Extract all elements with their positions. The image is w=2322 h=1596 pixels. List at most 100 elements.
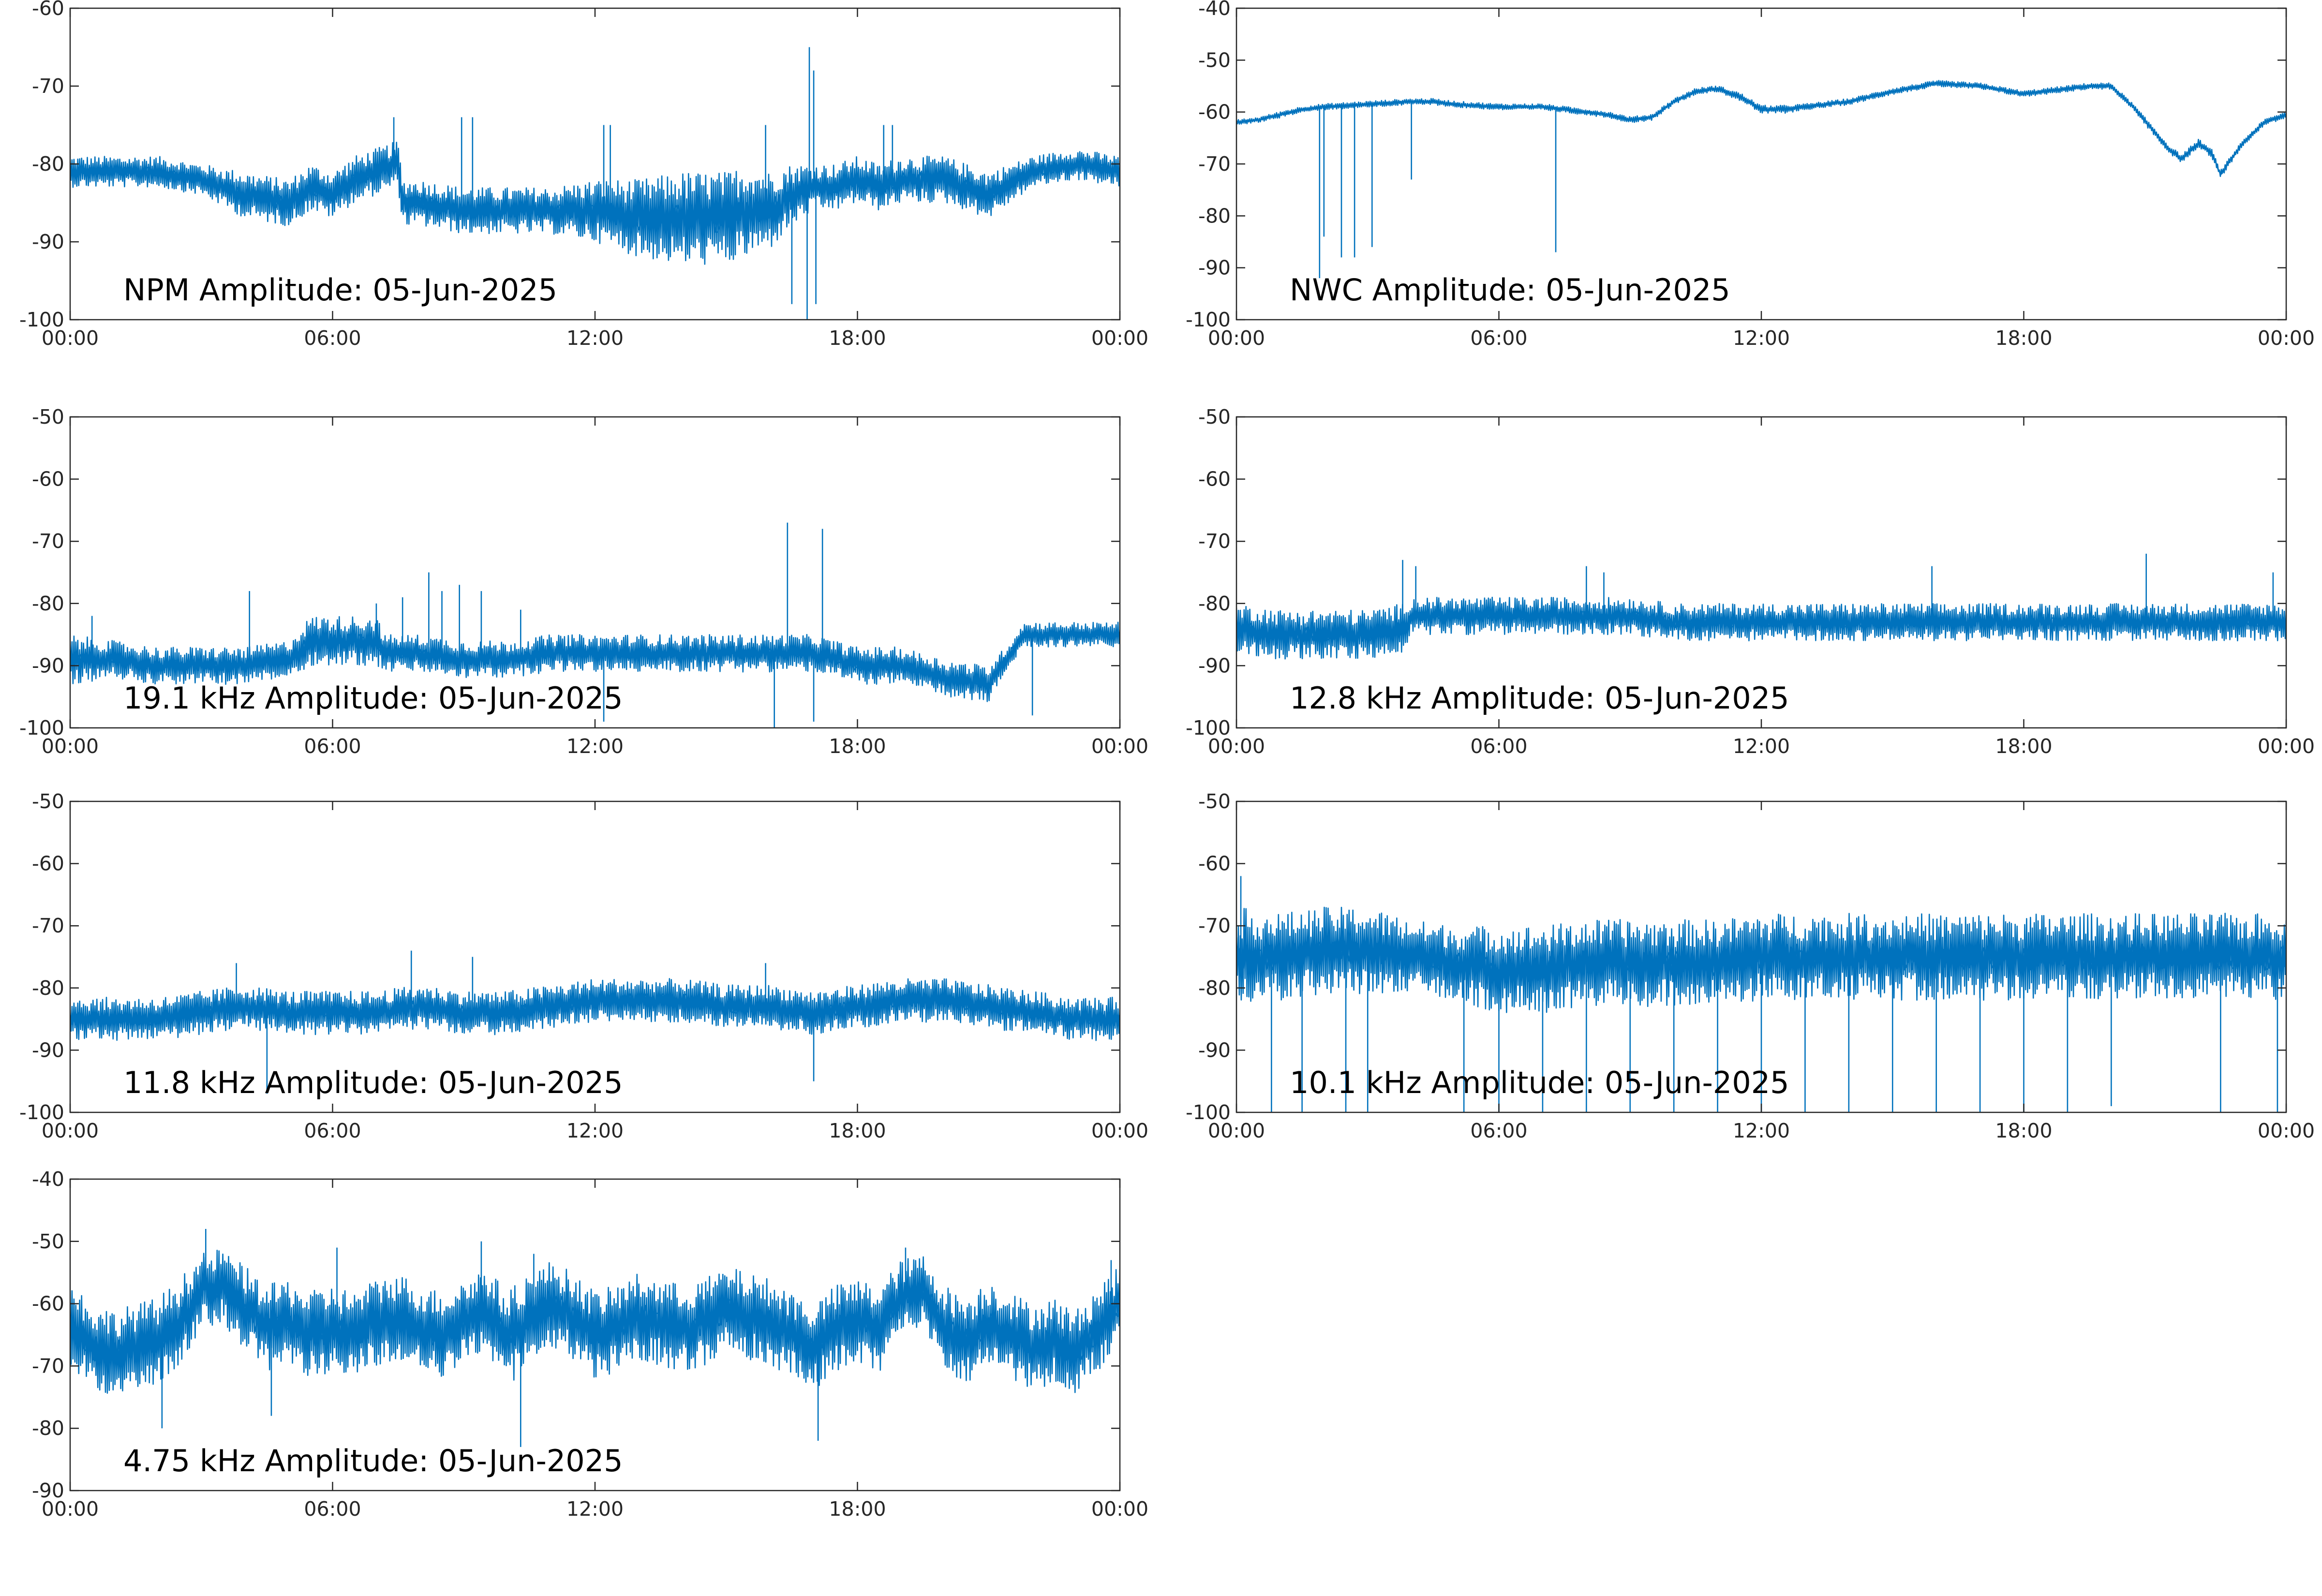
series-trace [70,142,1120,265]
x-tick-label: 12:00 [566,1497,624,1521]
y-tick-label: -60 [32,468,64,491]
series-7-1 [70,1229,1120,1447]
y-tick-label: -50 [32,405,64,429]
y-tick-label: -70 [32,1354,64,1377]
x-tick-label: 12:00 [1733,1119,1790,1142]
x-tick-label: 12:00 [566,1119,624,1142]
y-tick-label: -80 [1198,592,1231,615]
y-tick-label: -100 [19,1101,64,1124]
x-tick-label: 18:00 [1995,735,2052,758]
y-tick-label: -90 [1198,1038,1231,1062]
x-tick-label: 00:00 [42,735,99,758]
series-core [70,1280,1120,1364]
x-tick-label: 12:00 [566,735,624,758]
y-tick-label: -40 [32,1167,64,1191]
y-tick-label: -80 [32,152,64,176]
y-tick-label: -90 [1198,654,1231,677]
chart-panel-3: 00:00 06:00 12:00 18:00 00:00 -50 -60 -70 -80 -90… [19,405,1148,758]
y-tick-label: -60 [1198,852,1231,875]
series-3-1 [70,522,1120,728]
y-tick-label: -50 [1198,48,1231,72]
y-tick-label: -70 [32,530,64,553]
chart-panel-7: 00:00 06:00 12:00 18:00 00:00 -40 -50 -60 -70 -80… [32,1167,1148,1521]
y-tick-label: -80 [1198,976,1231,1000]
series-core [70,993,1120,1026]
y-tick-label: -90 [32,1479,64,1502]
series-trace [70,978,1120,1041]
y-tick-label: -70 [1198,530,1231,553]
y-tick-label: -60 [32,0,64,20]
series-trace [1236,596,2286,660]
x-tick-label: 00:00 [2258,326,2315,350]
x-tick-label: 06:00 [1470,1119,1527,1142]
panel-title: 19.1 kHz Amplitude: 05-Jun-2025 [123,680,623,716]
x-tick-label: 12:00 [566,326,624,350]
series-trace [1236,80,2286,177]
x-tick-label: 00:00 [42,1497,99,1521]
chart-panel-1: 00:00 06:00 12:00 18:00 00:00 -60 -70 -80 -90 -10… [19,0,1148,350]
y-tick-label: -90 [32,654,64,677]
x-tick-label: 00:00 [2258,735,2315,758]
x-tick-label: 00:00 [1208,1119,1265,1142]
chart-panel-2: 00:00 06:00 12:00 18:00 00:00 -40 -50 -60 -70 -80… [1186,0,2315,350]
y-tick-label: -70 [32,914,64,937]
y-tick-label: -90 [32,1038,64,1062]
panel-title: 12.8 kHz Amplitude: 05-Jun-2025 [1290,680,1789,716]
series-4-1 [1236,553,2286,660]
y-tick-label: -40 [1198,0,1231,20]
series-2-1 [1236,80,2286,279]
x-tick-label: 00:00 [2258,1119,2315,1142]
y-tick-label: -90 [32,230,64,253]
y-tick-label: -100 [19,716,64,739]
x-tick-label: 00:00 [1208,326,1265,350]
x-tick-label: 00:00 [1208,735,1265,758]
y-tick-label: -100 [19,308,64,331]
x-tick-label: 18:00 [829,326,886,350]
series-6-1 [1236,876,2286,1112]
series-core [1236,609,2286,643]
y-tick-label: -100 [1186,308,1231,331]
x-tick-label: 18:00 [829,1119,886,1142]
y-tick-label: -50 [1198,405,1231,429]
x-tick-label: 06:00 [304,1119,361,1142]
y-tick-label: -80 [32,976,64,1000]
y-tick-label: -60 [1198,468,1231,491]
x-tick-label: 00:00 [1091,1119,1148,1142]
y-tick-label: -80 [32,592,64,615]
panel-title: 4.75 kHz Amplitude: 05-Jun-2025 [123,1443,623,1478]
series-core [70,630,1120,689]
x-tick-label: 18:00 [1995,1119,2052,1142]
x-tick-label: 06:00 [1470,735,1527,758]
chart-panel-4: 00:00 06:00 12:00 18:00 00:00 -50 -60 -70 -80 -90… [1186,405,2315,758]
y-tick-label: -50 [32,1230,64,1253]
x-tick-label: 12:00 [1733,735,1790,758]
y-tick-label: -50 [1198,790,1231,813]
y-tick-label: -80 [32,1417,64,1440]
x-tick-label: 00:00 [1091,1497,1148,1521]
panel-title: NWC Amplitude: 05-Jun-2025 [1290,272,1730,308]
y-tick-label: -60 [1198,101,1231,124]
x-tick-label: 18:00 [829,735,886,758]
y-tick-label: -100 [1186,1101,1231,1124]
x-tick-label: 18:00 [829,1497,886,1521]
series-trace [70,1250,1120,1394]
y-tick-label: -70 [1198,914,1231,937]
x-tick-label: 00:00 [1091,326,1148,350]
x-tick-label: 06:00 [304,735,361,758]
series-core [70,159,1120,233]
y-tick-label: -100 [1186,716,1231,739]
x-tick-label: 12:00 [1733,326,1790,350]
series-5-1 [70,950,1120,1094]
panel-title: NPM Amplitude: 05-Jun-2025 [123,272,557,308]
series-core [1236,82,2286,175]
y-tick-label: -70 [1198,152,1231,176]
chart-panel-5: 00:00 06:00 12:00 18:00 00:00 -50 -60 -70 -80 -90… [19,790,1148,1142]
y-tick-label: -60 [32,1292,64,1315]
y-tick-label: -80 [1198,204,1231,227]
x-tick-label: 18:00 [1995,326,2052,350]
x-tick-label: 06:00 [304,326,361,350]
y-tick-label: -70 [32,74,64,98]
x-tick-label: 06:00 [304,1497,361,1521]
series-trace [70,616,1120,702]
